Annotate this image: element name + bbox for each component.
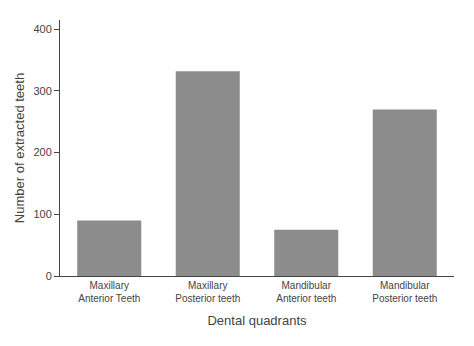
svg-text:MandibularAnterior teeth: MandibularAnterior teeth xyxy=(276,280,336,304)
svg-text:MaxillaryAnterior Teeth: MaxillaryAnterior Teeth xyxy=(78,280,140,304)
svg-text:100: 100 xyxy=(33,208,51,220)
svg-text:MaxillaryPosterior teeth: MaxillaryPosterior teeth xyxy=(175,280,240,304)
svg-text:MandibularPosterior teeth: MandibularPosterior teeth xyxy=(372,280,437,304)
svg-text:400: 400 xyxy=(33,23,51,35)
svg-text:Number of extracted teeth: Number of extracted teeth xyxy=(12,73,27,223)
svg-text:0: 0 xyxy=(46,270,52,282)
svg-text:Dental quadrants: Dental quadrants xyxy=(207,313,307,328)
svg-text:200: 200 xyxy=(33,146,51,158)
svg-text:300: 300 xyxy=(33,85,51,97)
